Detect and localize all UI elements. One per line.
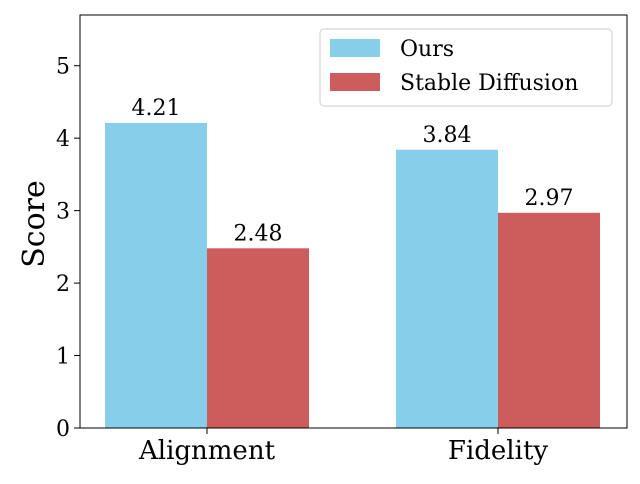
legend-swatch: [330, 73, 380, 91]
bar-ours-alignment: [105, 122, 207, 428]
axes-layer: 0 1 2 3 4 5 Alignment Fidelity: [56, 14, 628, 466]
data-label: 4.21: [132, 96, 181, 121]
bar-ours-fidelity: [396, 149, 498, 428]
bars-layer: [105, 122, 600, 428]
legend: Ours Stable Diffusion: [319, 28, 613, 107]
data-label: 3.84: [423, 123, 472, 148]
legend-box: [319, 28, 613, 107]
y-tick-label: 5: [56, 55, 70, 80]
y-tick-label: 1: [56, 345, 70, 370]
bar-stable-diffusion-alignment: [207, 248, 309, 428]
legend-label: Stable Diffusion: [400, 71, 578, 96]
y-tick-label: 3: [56, 200, 70, 225]
x-tick-label: Alignment: [138, 436, 276, 466]
y-tick-label: 4: [56, 127, 70, 152]
data-labels-layer: 4.21 3.84 2.48 2.97: [132, 96, 574, 246]
legend-label: Ours: [400, 37, 454, 62]
legend-swatch: [330, 39, 380, 57]
x-tick-label: Fidelity: [448, 436, 548, 466]
plot-frame: [79, 14, 628, 429]
y-tick-label: 0: [56, 417, 70, 442]
data-label: 2.48: [234, 221, 283, 246]
y-axis-label: Score: [17, 180, 52, 268]
bar-stable-diffusion-fidelity: [498, 212, 600, 428]
y-tick-label: 2: [56, 272, 70, 297]
data-label: 2.97: [525, 186, 574, 211]
